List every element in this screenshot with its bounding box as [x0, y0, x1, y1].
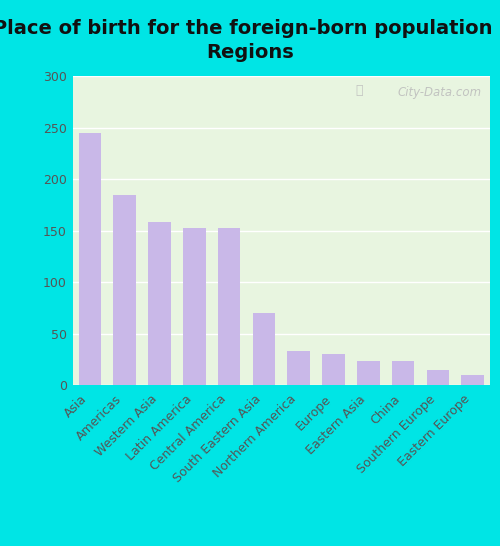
Bar	[252, 313, 275, 385]
Text: ⓘ: ⓘ	[355, 84, 362, 97]
Bar	[114, 195, 136, 385]
Bar	[78, 133, 101, 385]
Bar	[392, 361, 414, 385]
Bar	[288, 351, 310, 385]
Bar	[218, 228, 240, 385]
Bar	[183, 228, 206, 385]
Bar	[322, 354, 344, 385]
Bar	[148, 222, 171, 385]
Text: Place of birth for the foreign-born population -
Regions: Place of birth for the foreign-born popu…	[0, 19, 500, 62]
Bar	[462, 375, 484, 385]
Bar	[426, 370, 449, 385]
Bar	[357, 361, 380, 385]
Text: City-Data.com: City-Data.com	[398, 86, 481, 99]
